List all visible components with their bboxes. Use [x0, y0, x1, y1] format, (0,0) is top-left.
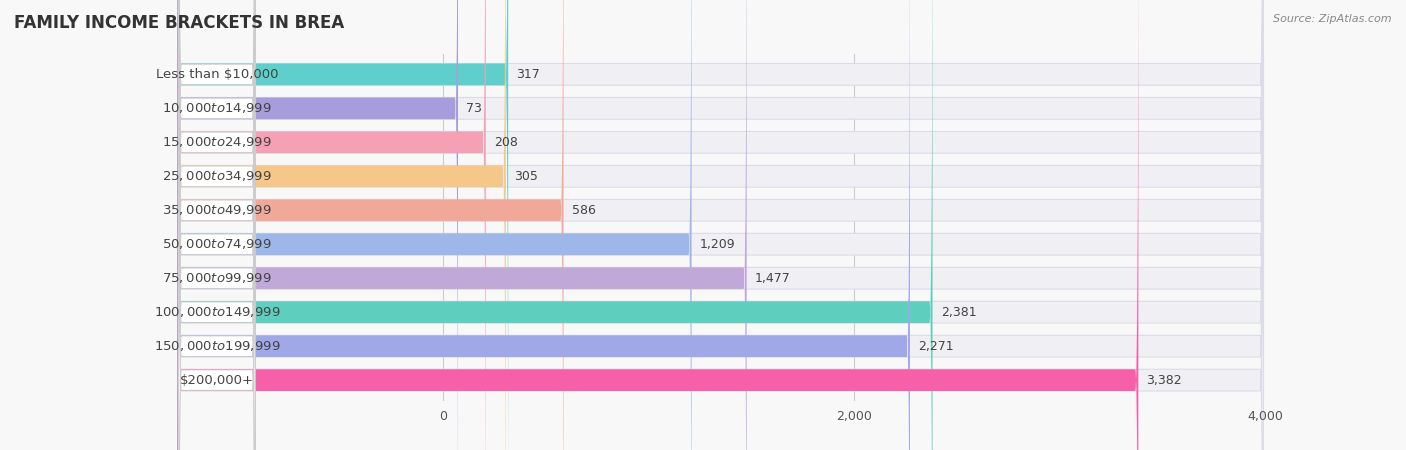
FancyBboxPatch shape: [177, 0, 1264, 450]
FancyBboxPatch shape: [177, 0, 564, 450]
Text: $35,000 to $49,999: $35,000 to $49,999: [162, 203, 271, 217]
Text: FAMILY INCOME BRACKETS IN BREA: FAMILY INCOME BRACKETS IN BREA: [14, 14, 344, 32]
FancyBboxPatch shape: [177, 0, 910, 450]
FancyBboxPatch shape: [179, 0, 254, 450]
FancyBboxPatch shape: [177, 0, 486, 450]
FancyBboxPatch shape: [177, 0, 1264, 450]
FancyBboxPatch shape: [177, 0, 506, 450]
Text: 3,382: 3,382: [1146, 374, 1182, 387]
FancyBboxPatch shape: [177, 0, 1264, 450]
Text: 1,477: 1,477: [755, 272, 790, 285]
Text: 317: 317: [516, 68, 540, 81]
FancyBboxPatch shape: [177, 0, 1264, 450]
FancyBboxPatch shape: [177, 0, 1264, 450]
Text: 73: 73: [467, 102, 482, 115]
Text: Source: ZipAtlas.com: Source: ZipAtlas.com: [1274, 14, 1392, 23]
FancyBboxPatch shape: [179, 0, 254, 450]
Text: $15,000 to $24,999: $15,000 to $24,999: [162, 135, 271, 149]
FancyBboxPatch shape: [177, 0, 932, 450]
Text: 586: 586: [572, 204, 596, 217]
Text: 2,271: 2,271: [918, 340, 953, 353]
FancyBboxPatch shape: [179, 0, 254, 450]
FancyBboxPatch shape: [177, 0, 1264, 450]
FancyBboxPatch shape: [179, 0, 254, 450]
FancyBboxPatch shape: [177, 0, 692, 450]
Text: 2,381: 2,381: [941, 306, 976, 319]
FancyBboxPatch shape: [177, 0, 458, 450]
Text: $150,000 to $199,999: $150,000 to $199,999: [153, 339, 280, 353]
FancyBboxPatch shape: [179, 0, 254, 450]
FancyBboxPatch shape: [177, 0, 1264, 450]
FancyBboxPatch shape: [179, 0, 254, 450]
FancyBboxPatch shape: [179, 0, 254, 450]
FancyBboxPatch shape: [179, 0, 254, 450]
FancyBboxPatch shape: [177, 0, 1264, 450]
FancyBboxPatch shape: [177, 0, 1264, 450]
Text: $25,000 to $34,999: $25,000 to $34,999: [162, 169, 271, 183]
Text: $200,000+: $200,000+: [180, 374, 254, 387]
FancyBboxPatch shape: [177, 0, 747, 450]
FancyBboxPatch shape: [179, 0, 254, 450]
Text: $100,000 to $149,999: $100,000 to $149,999: [153, 305, 280, 319]
Text: 305: 305: [515, 170, 538, 183]
Text: $10,000 to $14,999: $10,000 to $14,999: [162, 101, 271, 115]
FancyBboxPatch shape: [177, 0, 1139, 450]
FancyBboxPatch shape: [177, 0, 508, 450]
FancyBboxPatch shape: [177, 0, 1264, 450]
Text: $50,000 to $74,999: $50,000 to $74,999: [162, 237, 271, 251]
Text: $75,000 to $99,999: $75,000 to $99,999: [162, 271, 271, 285]
FancyBboxPatch shape: [179, 0, 254, 450]
Text: Less than $10,000: Less than $10,000: [156, 68, 278, 81]
Text: 208: 208: [494, 136, 517, 149]
Text: 1,209: 1,209: [700, 238, 735, 251]
